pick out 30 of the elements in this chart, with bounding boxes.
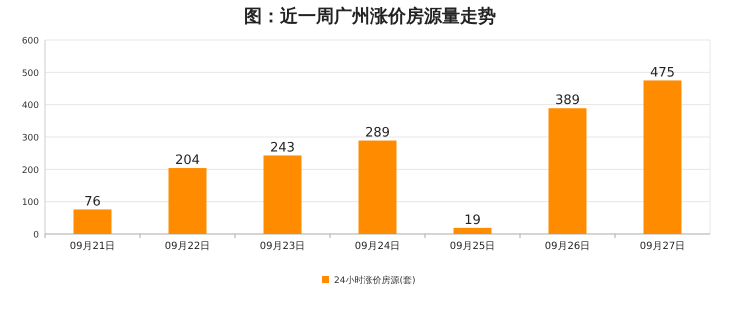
bar <box>358 140 396 234</box>
x-tick-label: 09月25日 <box>450 241 496 252</box>
data-label: 243 <box>270 140 295 156</box>
data-label: 475 <box>650 65 675 80</box>
x-tick-label: 09月21日 <box>70 241 116 252</box>
bar <box>454 228 492 234</box>
y-tick-label: 300 <box>22 134 40 144</box>
data-label: 204 <box>175 153 200 168</box>
x-tick-label: 09月26日 <box>544 241 590 252</box>
data-label: 289 <box>365 126 390 141</box>
y-tick-label: 200 <box>22 166 40 176</box>
y-tick-label: 600 <box>22 36 40 46</box>
x-tick-label: 09月23日 <box>260 241 306 252</box>
bar <box>264 155 302 234</box>
y-tick-label: 100 <box>22 198 40 208</box>
legend-label: 24小时涨价房源(套) <box>334 275 416 286</box>
x-tick-label: 09月24日 <box>354 241 400 252</box>
chart-title: 图：近一周广州涨价房源量走势 <box>244 6 496 27</box>
data-label: 76 <box>84 194 101 210</box>
bar <box>548 108 586 234</box>
y-tick-label: 500 <box>22 68 40 79</box>
y-tick-label: 400 <box>22 101 40 112</box>
x-tick-label: 09月22日 <box>164 241 210 252</box>
x-tick-label: 09月27日 <box>640 241 686 252</box>
bar <box>74 209 112 234</box>
y-tick-label: 0 <box>33 230 40 240</box>
bar <box>168 168 206 234</box>
bar <box>644 80 682 234</box>
data-label: 389 <box>555 93 580 108</box>
data-label: 19 <box>464 212 481 228</box>
